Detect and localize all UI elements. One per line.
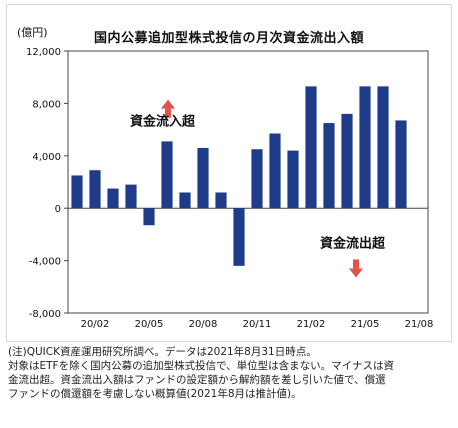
bar xyxy=(377,86,389,209)
bar xyxy=(395,120,407,209)
x-tick-label: 20/08 xyxy=(189,319,218,330)
bar xyxy=(269,133,281,209)
plot-frame xyxy=(67,50,429,314)
bar xyxy=(125,184,137,209)
bar xyxy=(107,188,119,209)
inflow-label: 資金流入超 xyxy=(130,114,196,130)
y-tick-label: 0 xyxy=(55,204,61,215)
x-tick-label: 20/11 xyxy=(243,319,272,330)
footnote-line: 対象はETFを除く国内公募の追加型株式投信で、単位型は含まない。マイナスは資 xyxy=(8,360,394,372)
bar xyxy=(215,192,227,209)
footnote-line: ファンドの償還額を考慮しない概算値(2021年8月は推計値)。 xyxy=(8,388,302,400)
bar xyxy=(179,192,191,209)
x-tick-label: 20/02 xyxy=(81,319,110,330)
bar xyxy=(143,208,155,226)
x-tick-label: 21/02 xyxy=(297,319,326,330)
bar xyxy=(197,147,209,209)
chart-title: 国内公募追加型株式投信の月次資金流出入額 xyxy=(93,31,364,46)
bar xyxy=(341,113,353,209)
footnote-line: 金流出超。資金流出入額はファンドの設定額から解約額を差し引いた値で、償還 xyxy=(8,374,386,386)
y-tick-label: 8,000 xyxy=(32,99,61,110)
x-tick-label: 21/05 xyxy=(351,319,380,330)
bar xyxy=(89,170,101,209)
y-tick-label: -4,000 xyxy=(29,257,61,268)
bar xyxy=(251,149,263,209)
bar xyxy=(305,86,317,209)
outflow-label: 資金流出超 xyxy=(320,236,386,252)
footnote: (注)QUICK資産運用研究所調べ。データは2021年8月31日時点。 対象はE… xyxy=(8,345,448,401)
bar xyxy=(323,123,335,209)
bar xyxy=(71,175,83,209)
inflow-arrow-icon xyxy=(161,99,175,109)
bar xyxy=(233,208,245,266)
outflow-arrow-icon xyxy=(349,268,363,278)
y-tick-label: 4,000 xyxy=(32,152,61,163)
inflow-arrow-icon xyxy=(165,108,171,118)
y-axis-unit: (億円) xyxy=(17,26,48,39)
bar xyxy=(359,86,371,209)
bar-chart: 12,000 8,000 4,000 0 -4,000 -8,000 20/02 20/05 2… xyxy=(26,47,434,330)
bar xyxy=(287,150,299,209)
y-tick-label: -8,000 xyxy=(29,309,61,320)
bar xyxy=(161,141,173,209)
footnote-line: (注)QUICK資産運用研究所調べ。データは2021年8月31日時点。 xyxy=(8,346,317,358)
x-tick-label: 21/08 xyxy=(405,319,434,330)
outflow-arrow-icon xyxy=(353,259,359,269)
x-tick-label: 20/05 xyxy=(135,319,164,330)
y-tick-label: 12,000 xyxy=(26,47,61,58)
